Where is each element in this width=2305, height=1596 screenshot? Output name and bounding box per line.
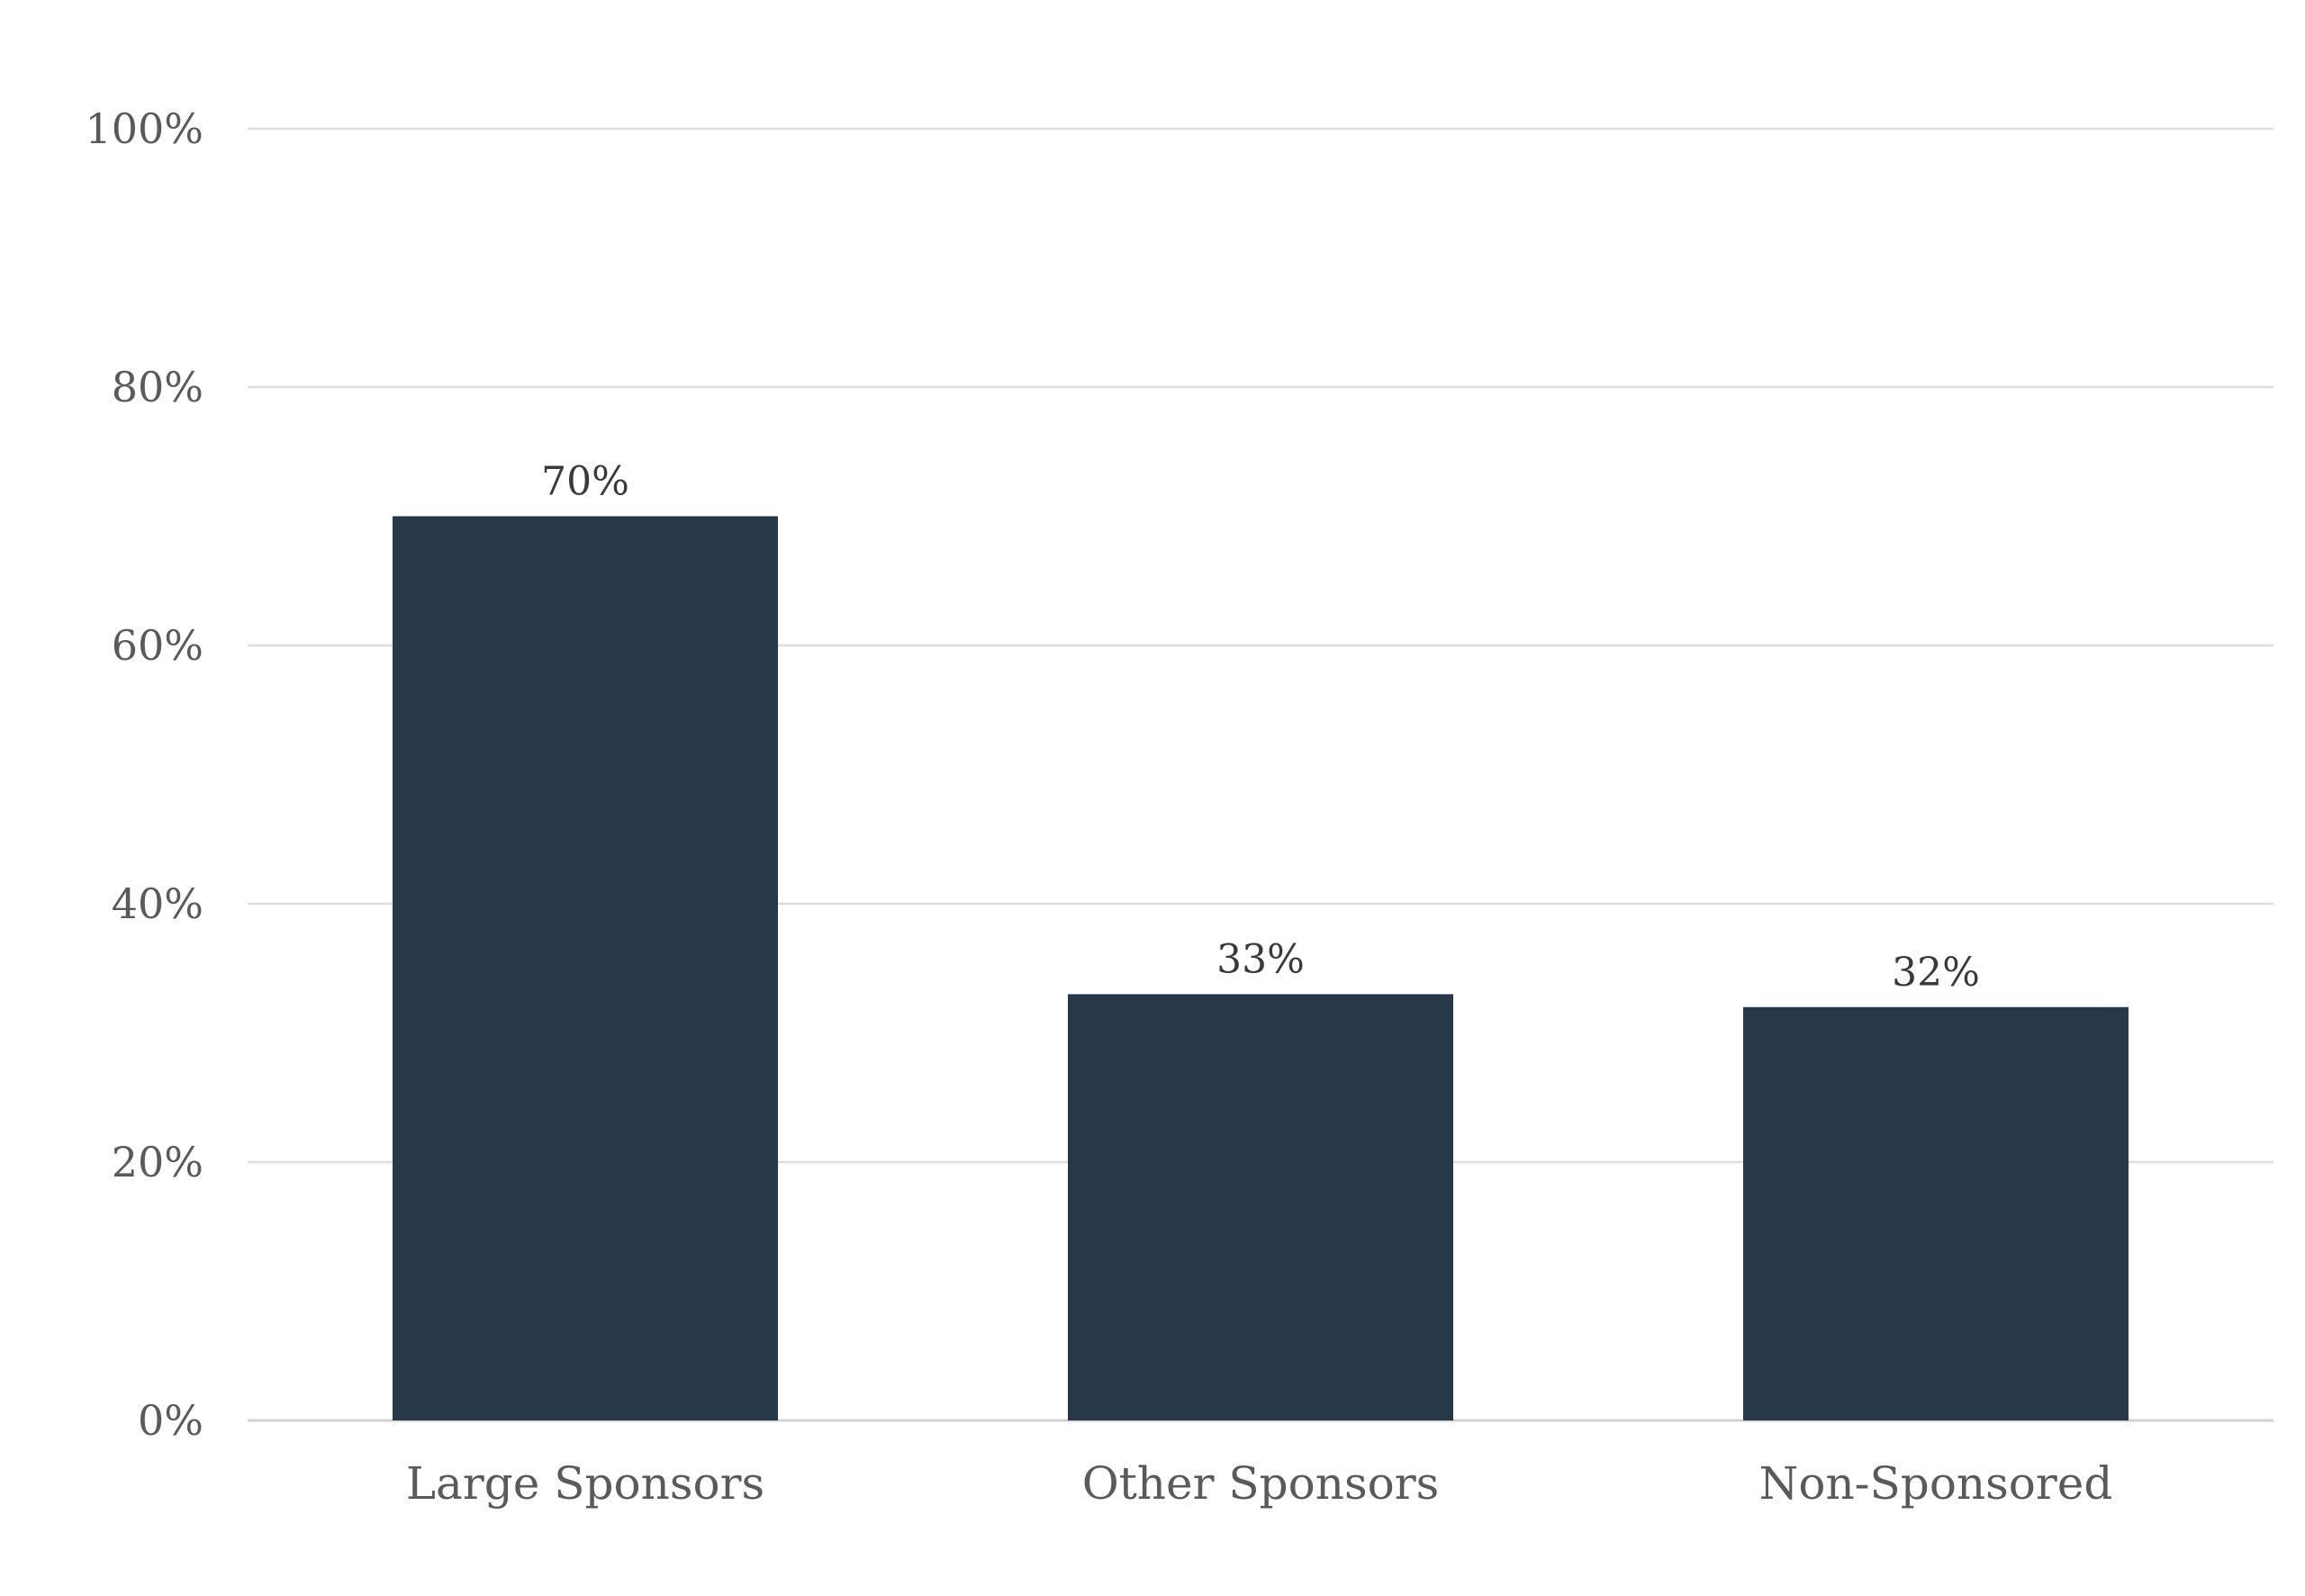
data-label: 33% [1216, 936, 1305, 982]
category-labels: Large Sponsors Other Sponsors Non-Sponsore… [406, 1457, 2113, 1510]
bar-non-sponsored [1743, 1006, 2129, 1420]
y-tick-label: 20% [112, 1138, 203, 1186]
y-tick-label: 0% [138, 1396, 203, 1445]
y-tick-label: 80% [112, 363, 203, 411]
y-tick-label: 100% [85, 104, 203, 153]
y-tick-label: 60% [112, 621, 203, 670]
y-axis-ticks: 0% 20% 40% 60% 80% 100% [85, 104, 203, 1445]
category-label: Other Sponsors [1082, 1457, 1440, 1510]
data-labels: 70% 33% 32% [541, 459, 1980, 996]
data-label: 70% [541, 459, 629, 505]
y-tick-label: 40% [112, 879, 203, 928]
bar-large-sponsors [393, 516, 778, 1420]
bars [393, 516, 2129, 1420]
data-label: 32% [1892, 950, 1980, 996]
category-label: Non-Sponsored [1759, 1457, 2113, 1510]
bar-other-sponsors [1068, 994, 1453, 1420]
category-label: Large Sponsors [406, 1457, 764, 1510]
